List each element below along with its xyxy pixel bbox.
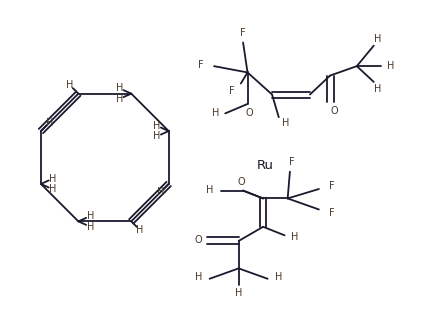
Text: H: H	[212, 108, 219, 118]
Text: H: H	[116, 94, 123, 104]
Text: H: H	[116, 83, 123, 93]
Text: H: H	[153, 131, 161, 141]
Text: H: H	[374, 34, 381, 44]
Text: H: H	[374, 84, 381, 94]
Text: O: O	[194, 235, 202, 245]
Text: H: H	[195, 272, 202, 282]
Text: H: H	[235, 288, 242, 298]
Text: Ru: Ru	[257, 159, 274, 172]
Text: F: F	[229, 86, 235, 96]
Text: F: F	[198, 60, 203, 70]
Text: H: H	[291, 232, 298, 242]
Text: H: H	[66, 80, 74, 90]
Text: H: H	[275, 272, 282, 282]
Text: F: F	[329, 181, 334, 191]
Text: H: H	[206, 185, 213, 195]
Text: H: H	[87, 211, 94, 221]
Text: H: H	[46, 117, 53, 128]
Text: H: H	[49, 174, 57, 184]
Text: O: O	[330, 106, 339, 116]
Text: H: H	[157, 187, 164, 198]
Text: F: F	[240, 28, 246, 38]
Text: H: H	[87, 222, 94, 232]
Text: H: H	[153, 121, 161, 131]
Text: H: H	[136, 225, 144, 235]
Text: H: H	[388, 61, 395, 71]
Text: O: O	[246, 108, 254, 118]
Text: H: H	[282, 118, 289, 128]
Text: O: O	[237, 177, 245, 187]
Text: F: F	[329, 208, 334, 218]
Text: F: F	[289, 157, 295, 167]
Text: H: H	[49, 184, 57, 194]
